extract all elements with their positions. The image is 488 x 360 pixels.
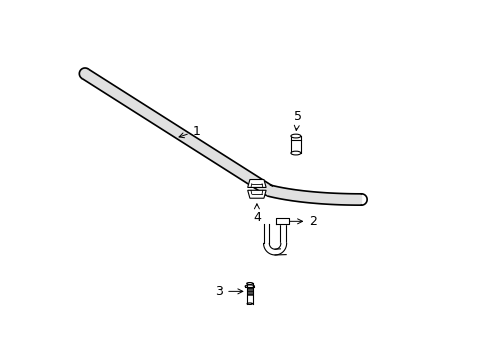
Polygon shape — [246, 290, 252, 291]
Polygon shape — [263, 243, 286, 255]
Polygon shape — [79, 68, 88, 78]
Polygon shape — [276, 218, 288, 224]
Polygon shape — [246, 294, 252, 295]
Polygon shape — [263, 224, 269, 243]
Polygon shape — [82, 69, 272, 195]
Ellipse shape — [244, 285, 254, 288]
Polygon shape — [290, 136, 300, 153]
Polygon shape — [247, 190, 265, 198]
Polygon shape — [267, 185, 361, 205]
Text: 2: 2 — [289, 215, 316, 228]
Polygon shape — [246, 291, 252, 292]
Text: 1: 1 — [179, 125, 200, 138]
Ellipse shape — [246, 283, 252, 284]
Ellipse shape — [246, 303, 252, 305]
Ellipse shape — [290, 151, 300, 155]
Text: 5: 5 — [293, 110, 301, 130]
Polygon shape — [246, 287, 252, 288]
Polygon shape — [246, 293, 252, 294]
Text: 3: 3 — [215, 285, 243, 298]
Ellipse shape — [290, 134, 300, 138]
Polygon shape — [246, 288, 252, 289]
Polygon shape — [247, 180, 265, 188]
Text: 4: 4 — [252, 204, 260, 224]
